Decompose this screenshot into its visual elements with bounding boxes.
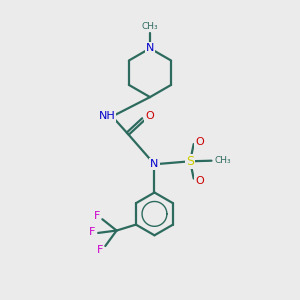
Text: CH₃: CH₃ <box>142 22 158 32</box>
Text: NH: NH <box>98 111 115 121</box>
Text: F: F <box>97 245 103 256</box>
Text: N: N <box>150 159 159 169</box>
Text: F: F <box>94 211 100 221</box>
Text: O: O <box>145 111 154 121</box>
Text: CH₃: CH₃ <box>214 156 231 165</box>
Text: O: O <box>195 137 204 147</box>
Text: S: S <box>186 155 194 168</box>
Text: F: F <box>88 227 95 237</box>
Text: N: N <box>146 44 154 53</box>
Text: O: O <box>195 176 204 186</box>
